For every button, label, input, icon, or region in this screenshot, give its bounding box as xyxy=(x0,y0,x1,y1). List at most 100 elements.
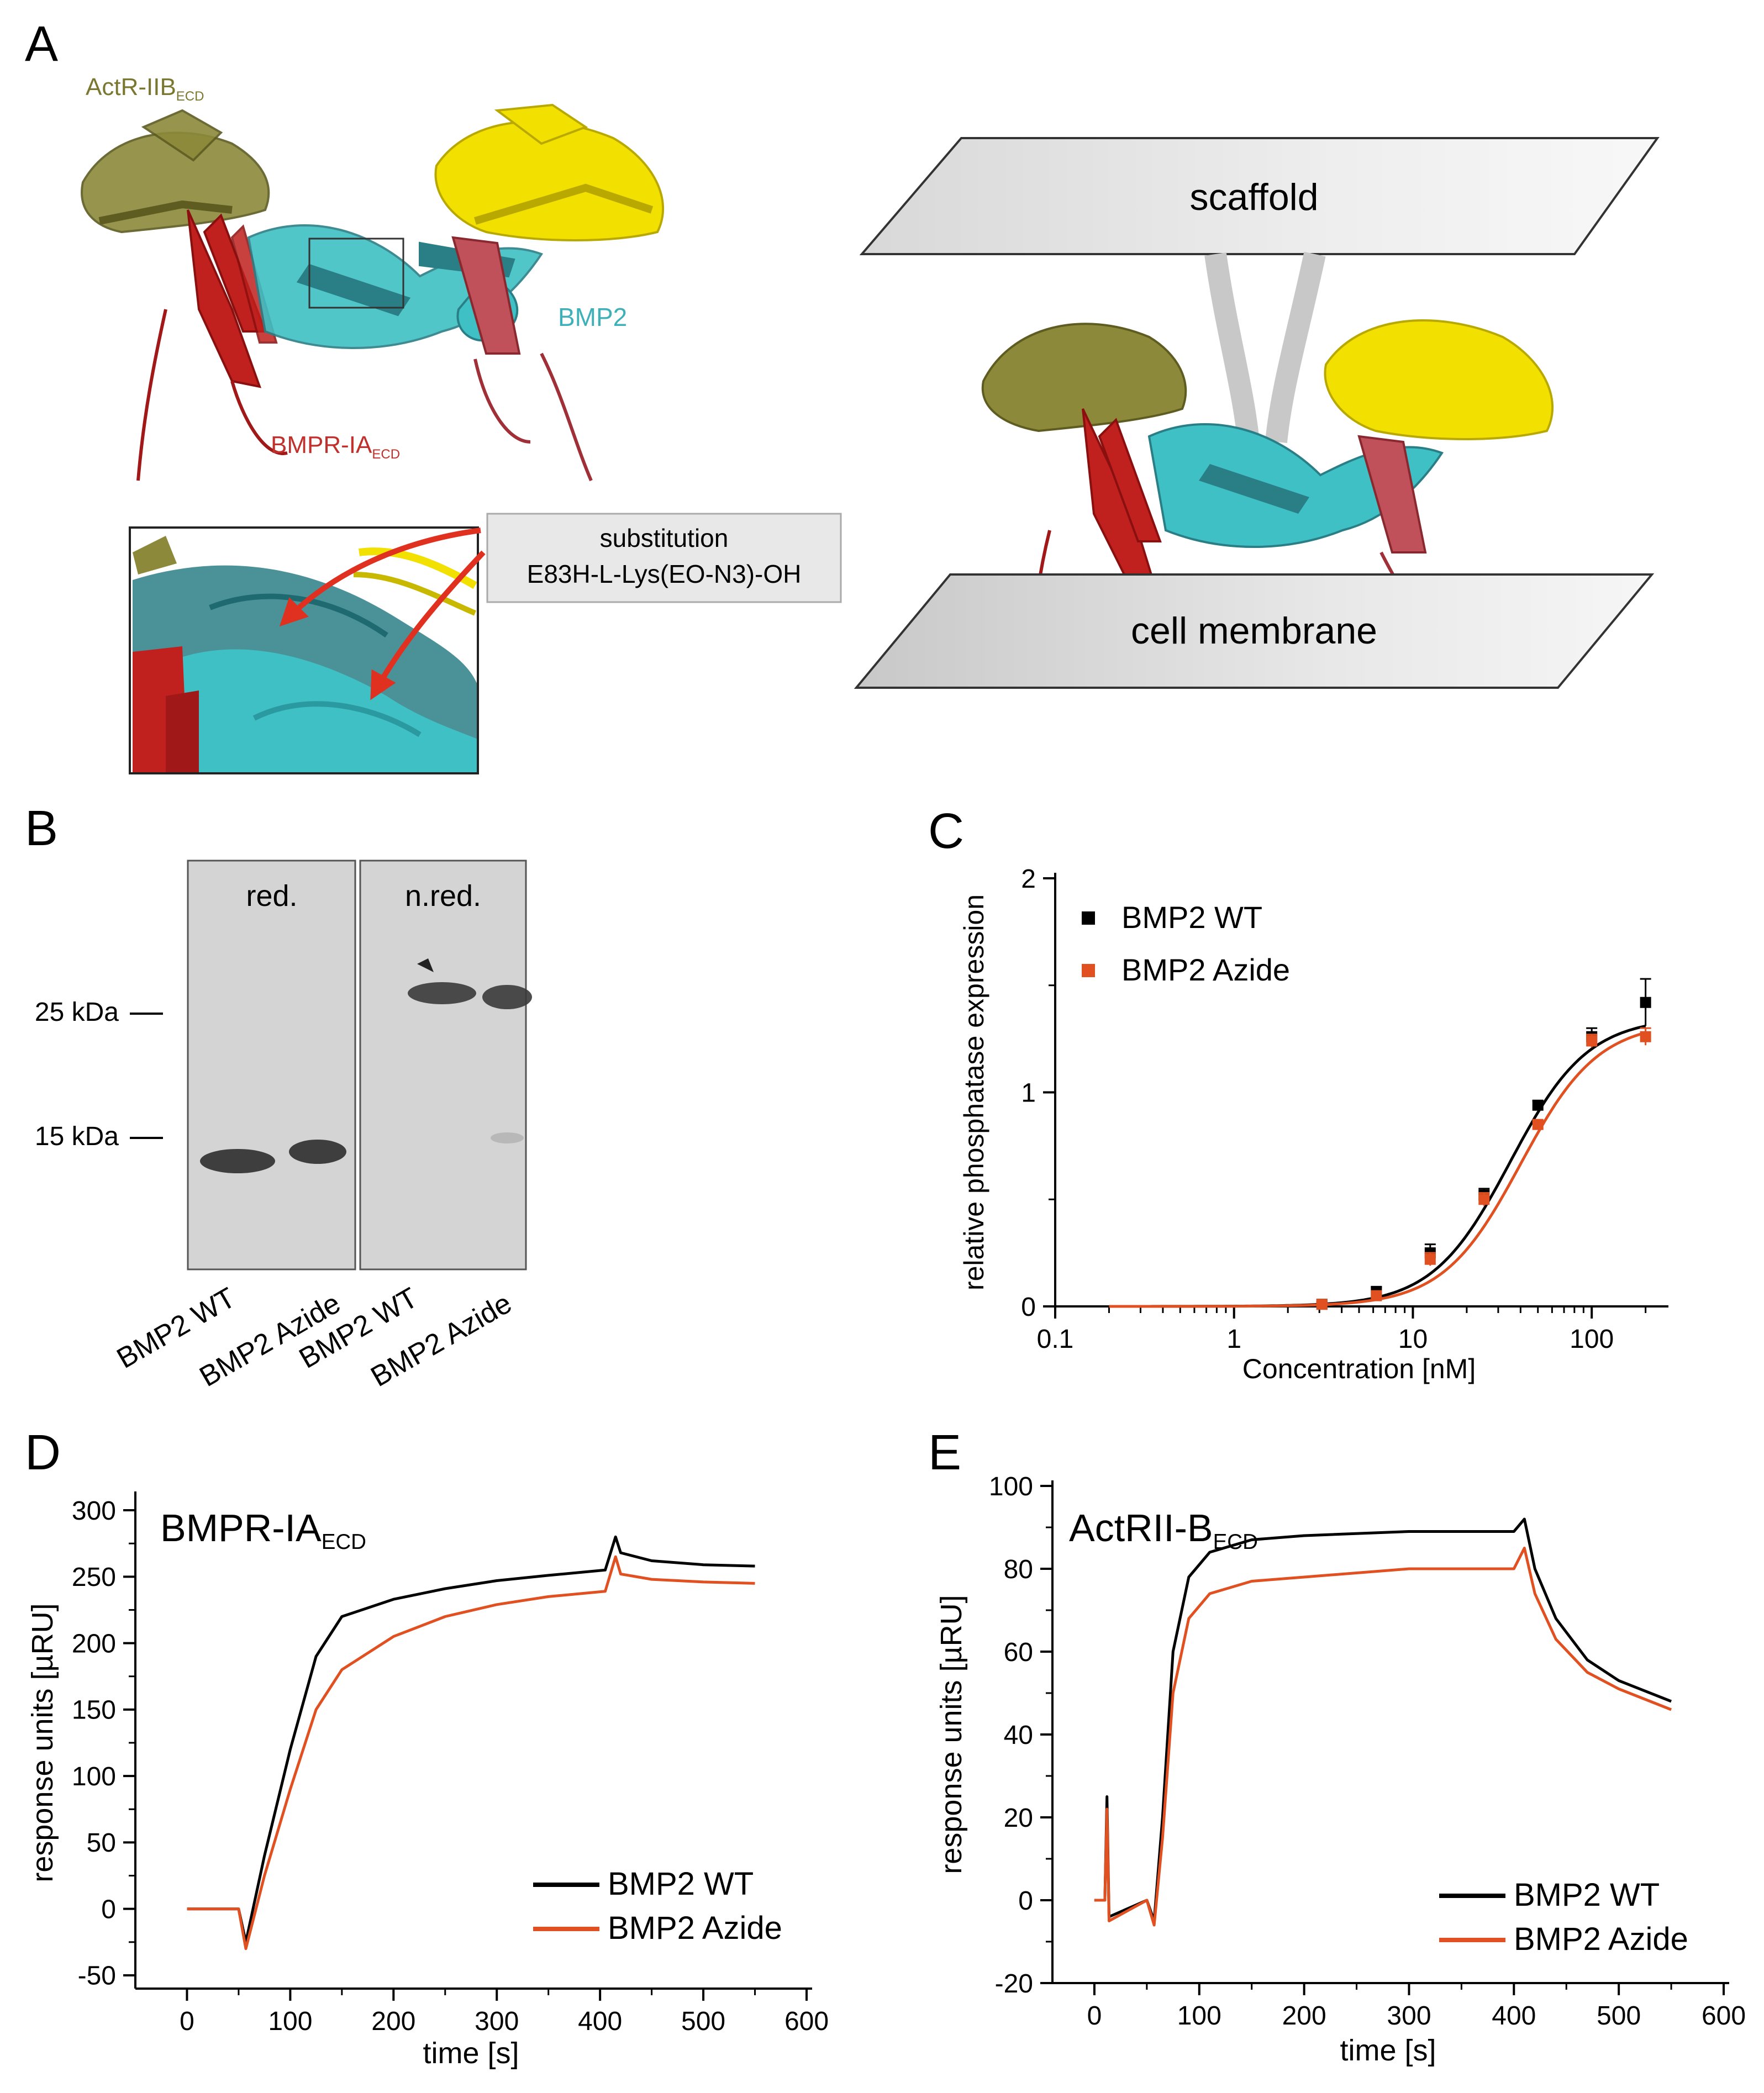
panel-c-letter: C xyxy=(928,804,964,859)
data-point xyxy=(1640,1031,1651,1042)
substitution-line2: E83H-L-Lys(EO-N3)-OH xyxy=(527,560,802,588)
y-tick-label: -20 xyxy=(995,1969,1033,1999)
data-point xyxy=(1478,1194,1490,1205)
band-azide-red xyxy=(289,1140,346,1164)
x-axis-label: time [s] xyxy=(1340,2034,1436,2067)
series-line xyxy=(1094,1517,1672,1922)
y-tick-label: 0 xyxy=(101,1895,116,1924)
actr-iib-domain-left xyxy=(81,109,270,234)
legend-label: BMP2 WT xyxy=(1121,900,1262,935)
y-tick-label: 200 xyxy=(72,1629,116,1658)
y-tick-label: 20 xyxy=(1004,1804,1033,1833)
protein-complex-right xyxy=(981,319,1554,647)
x-tick-label: 600 xyxy=(1702,2001,1746,2031)
x-tick-label: 500 xyxy=(1597,2001,1641,2031)
band-faint xyxy=(491,1132,524,1143)
protein-complex-left xyxy=(81,103,664,482)
legend-label: BMP2 Azide xyxy=(1121,952,1290,987)
arrow-1 xyxy=(279,528,481,627)
x-tick-label: 0 xyxy=(180,2007,194,2036)
y-tick-label: 0 xyxy=(1018,1886,1033,1916)
x-tick-label: 600 xyxy=(784,2007,829,2036)
chart-c: 0.1 1 10 100 0 1 2 Concentration [nM] relative p… xyxy=(959,864,1668,1384)
y-tick-label: 60 xyxy=(1004,1638,1033,1667)
panel-d: D 0 100 200 300 400 500 600 -50 0 50 100 150 200 250 3… xyxy=(25,1425,829,2070)
gel-reducing xyxy=(187,860,356,1270)
y-axis-label: relative phosphatase expression xyxy=(959,894,989,1290)
zoom-inset xyxy=(129,526,479,774)
substitution-callout: substitution E83H-L-Lys(EO-N3)-OH xyxy=(279,513,842,700)
x-axis-label: Concentration [nM] xyxy=(1242,1353,1476,1384)
bmp2-label: BMP2 xyxy=(558,303,627,331)
x-tick-label: 200 xyxy=(1282,2001,1326,2031)
y-tick-label: 50 xyxy=(87,1828,116,1858)
y-tick-label: 300 xyxy=(72,1496,116,1526)
x-tick-label: 100 xyxy=(1177,2001,1221,2031)
x-tick-label: 400 xyxy=(1492,2001,1536,2031)
mw-15: 15 kDa xyxy=(35,1122,119,1151)
series-1 xyxy=(1094,1517,1672,1922)
panel-e: E 0 100 200 300 400 500 600 -20 0 20 40 60 80 100 time… xyxy=(928,1425,1746,2067)
series-line xyxy=(1094,1547,1672,1927)
fit-curve xyxy=(1109,1024,1646,1308)
y-tick-label: 1 xyxy=(1021,1078,1036,1108)
gel-label-red: red. xyxy=(246,879,297,913)
linker-right xyxy=(1265,251,1326,443)
actr-iib-label: ActR-IIBECD xyxy=(86,73,204,104)
legend-label: BMP2 WT xyxy=(608,1866,754,1902)
band-artifact xyxy=(417,958,434,972)
substitution-line1: substitution xyxy=(600,524,729,552)
series-line xyxy=(187,1555,755,1950)
bmpr-ia-label: BMPR-IAECD xyxy=(271,431,400,462)
y-tick-label: 150 xyxy=(72,1696,116,1725)
y-tick-label: 100 xyxy=(72,1762,116,1791)
panel-c: C 0.1 1 10 100 0 1 2 Concentration [nM] relative… xyxy=(928,804,1668,1384)
cell-membrane-plate xyxy=(854,573,1655,689)
panel-b-letter: B xyxy=(25,801,58,856)
gel-nonreducing xyxy=(359,860,527,1270)
x-tick-label: 100 xyxy=(1570,1325,1614,1354)
x-tick-label: 10 xyxy=(1398,1325,1428,1354)
legend: BMP2 WT BMP2 Azide xyxy=(1082,900,1290,987)
y-axis-label: response units [µRU] xyxy=(26,1603,59,1882)
chart-e: 0 100 200 300 400 500 600 -20 0 20 40 60 80 100 time [… xyxy=(935,1472,1746,2067)
x-tick-label: 500 xyxy=(681,2007,725,2036)
data-point xyxy=(1532,1119,1544,1130)
x-tick-label: 300 xyxy=(1387,2001,1431,2031)
y-tick-label: 0 xyxy=(1021,1293,1036,1322)
cell-membrane-label: cell membrane xyxy=(1131,610,1377,652)
data-point xyxy=(1532,1099,1544,1111)
bmpr-ia-domain-right xyxy=(451,236,593,482)
legend-marker xyxy=(1082,911,1095,925)
series-2 xyxy=(187,1555,755,1950)
legend-label: BMP2 Azide xyxy=(1514,1921,1688,1957)
data-point xyxy=(1640,997,1651,1008)
y-tick-label: 2 xyxy=(1021,864,1036,894)
panel-b: B red. n.red. 25 kDa 15 kDa BMP2 WT BMP2… xyxy=(25,801,532,1393)
data-point xyxy=(1316,1299,1328,1310)
x-tick-label: 1 xyxy=(1226,1325,1241,1354)
y-tick-label: 40 xyxy=(1004,1721,1033,1750)
series-2 xyxy=(1094,1547,1672,1927)
series-2 xyxy=(1109,1027,1651,1310)
x-tick-label: 0.1 xyxy=(1037,1325,1074,1354)
y-tick-label: 80 xyxy=(1004,1555,1033,1584)
scaffold-label: scaffold xyxy=(1189,176,1318,218)
data-point xyxy=(1371,1290,1382,1301)
x-tick-label: 200 xyxy=(371,2007,415,2036)
x-tick-label: 300 xyxy=(475,2007,519,2036)
legend-label: BMP2 Azide xyxy=(608,1910,782,1946)
series-1 xyxy=(1109,978,1651,1310)
chart-title: BMPR-IAECD xyxy=(160,1506,366,1554)
x-axis-label: time [s] xyxy=(423,2037,519,2070)
band-azide-nred xyxy=(482,985,532,1009)
series-1 xyxy=(187,1535,755,1944)
legend: BMP2 WT BMP2 Azide xyxy=(533,1866,782,1946)
legend-marker xyxy=(1082,964,1095,977)
y-tick-label: 100 xyxy=(989,1472,1033,1501)
data-point xyxy=(1424,1253,1436,1265)
x-tick-label: 400 xyxy=(578,2007,622,2036)
gel-label-nred: n.red. xyxy=(405,879,481,913)
legend-label: BMP2 WT xyxy=(1514,1877,1660,1913)
